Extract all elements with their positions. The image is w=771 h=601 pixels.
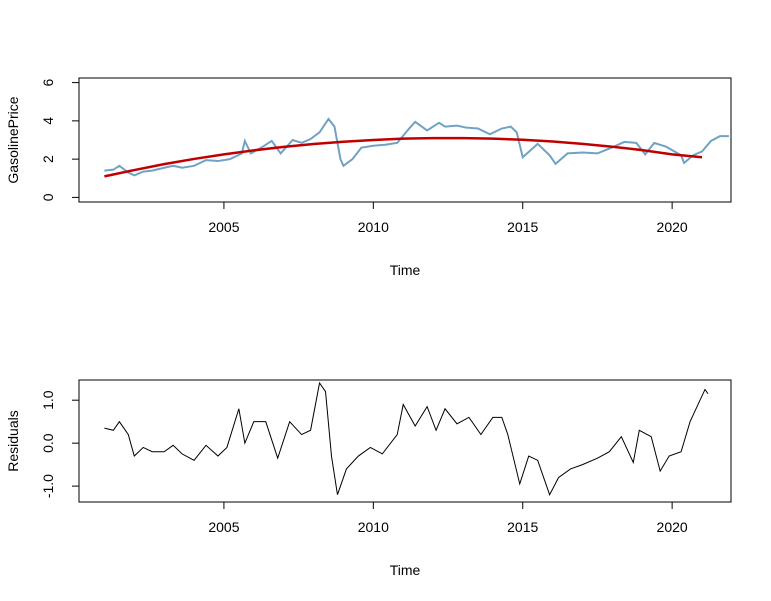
y-tick-label: 0.0 [40,433,56,453]
x-tick-label: 2005 [208,519,239,535]
x-tick-label: 2015 [507,219,538,235]
y-tick-label: 6 [40,78,56,86]
y-tick-label: 1.0 [40,390,56,410]
x-tick-label: 2015 [507,519,538,535]
data-line [104,381,709,496]
data-line [104,117,729,177]
y-axis-label: Residuals [5,410,21,471]
y-tick-label: 0 [40,193,56,201]
y-tick-label: -1.0 [40,474,56,498]
x-axis-label: Time [390,262,421,278]
plot-frame [78,77,732,203]
x-tick-label: 2010 [358,219,389,235]
plot-frame [78,379,732,503]
x-tick-label: 2010 [358,519,389,535]
x-tick-label: 2020 [657,219,688,235]
y-tick-label: 2 [40,155,56,163]
x-axis-label: Time [390,562,421,578]
y-tick-label: 4 [40,117,56,125]
x-tick-label: 2005 [208,219,239,235]
y-axis-label: GasolinePrice [5,96,21,183]
x-tick-label: 2020 [657,519,688,535]
data-line [104,136,703,178]
